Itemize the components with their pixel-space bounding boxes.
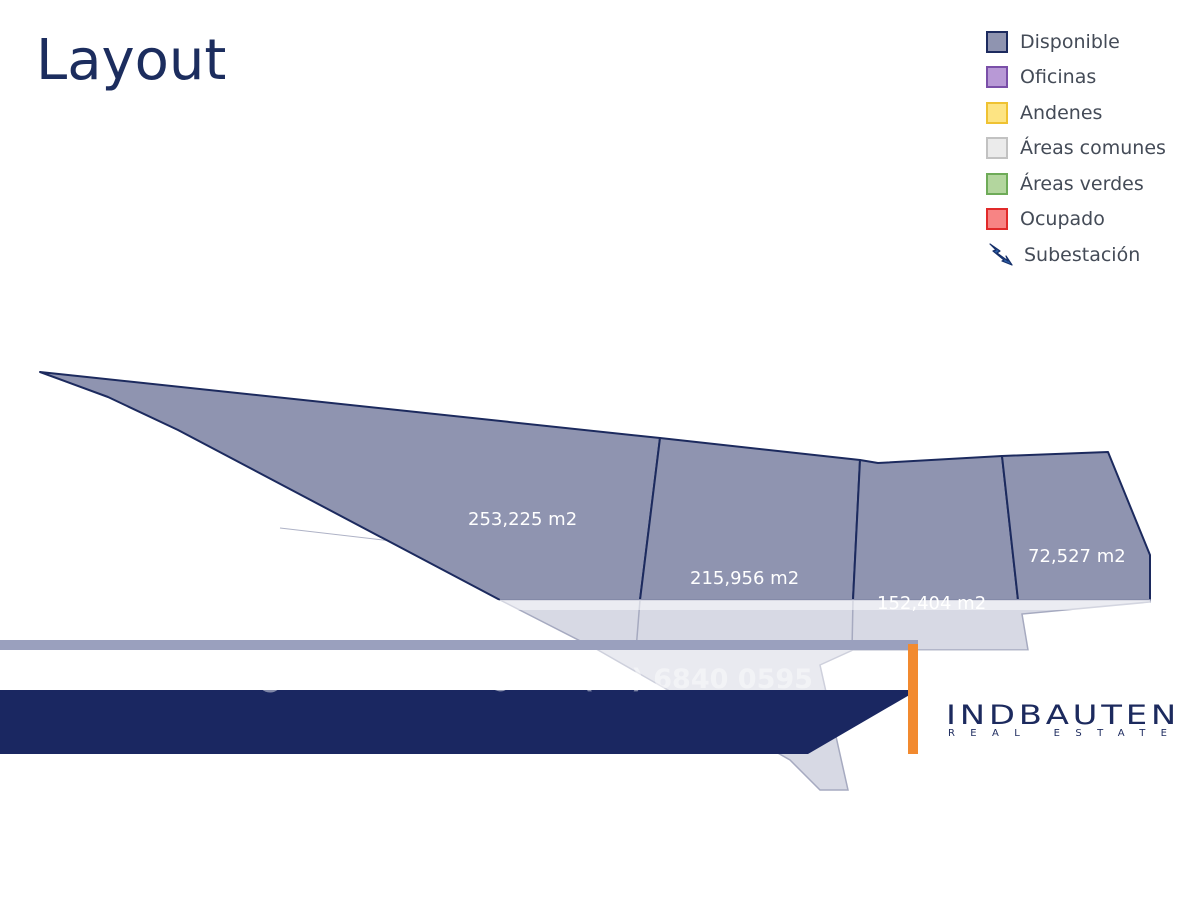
lot-area-label: 152,404 m2 — [877, 593, 986, 614]
legend-label: Ocupado — [1020, 208, 1105, 231]
legend-item-subestacion: Subestación — [986, 237, 1166, 273]
legend-item-ocupado: Ocupado — [986, 202, 1166, 238]
logo-orange-bar — [908, 644, 918, 754]
legend-swatch — [986, 30, 1008, 53]
legend-item-areas-comunes: Áreas comunes — [986, 131, 1166, 167]
legend-label: Oficinas — [1020, 66, 1097, 89]
lot-area-label: 215,956 m2 — [690, 568, 799, 589]
footer-white-strip — [0, 650, 1200, 690]
legend-label: Subestación — [1024, 243, 1141, 266]
lot-polygon[interactable] — [1001, 451, 1151, 601]
lot-polygon[interactable] — [852, 455, 1019, 601]
legend-swatch — [986, 101, 1008, 124]
legend-swatch — [986, 137, 1008, 160]
legend-label: Áreas comunes — [1020, 137, 1166, 160]
contact-phone[interactable]: +52 (55) 6840 0595 — [512, 664, 813, 695]
legend-label: Andenes — [1020, 101, 1103, 124]
lot-area-label: 253,225 m2 — [468, 509, 577, 530]
footer-light-band — [0, 640, 918, 650]
legend-swatch — [986, 172, 1008, 195]
legend-label: Disponible — [1020, 30, 1120, 53]
footer-navy-band — [0, 690, 918, 754]
lightning-bolt-icon — [986, 241, 1014, 269]
legend-swatch — [986, 66, 1008, 89]
phone-icon — [467, 654, 510, 692]
legend-item-disponible: Disponible — [986, 24, 1166, 60]
page-title: Layout — [36, 28, 227, 93]
envelope-icon — [65, 654, 115, 690]
logo-wordmark: INDBAUTEN — [946, 700, 1180, 731]
footer-white-band — [0, 600, 1150, 610]
lot-polygon[interactable] — [39, 371, 661, 601]
logo-subtitle: REAL ESTATE — [948, 728, 1180, 739]
legend: Disponible Oficinas Andenes Áreas comune… — [986, 24, 1166, 273]
legend-item-andenes: Andenes — [986, 95, 1166, 131]
contact-email[interactable]: contacto@indbauten.com — [124, 664, 511, 695]
legend-item-areas-verdes: Áreas verdes — [986, 166, 1166, 202]
legend-label: Áreas verdes — [1020, 172, 1144, 195]
legend-item-oficinas: Oficinas — [986, 60, 1166, 96]
legend-swatch — [986, 208, 1008, 231]
lot-area-label: 72,527 m2 — [1028, 546, 1126, 567]
